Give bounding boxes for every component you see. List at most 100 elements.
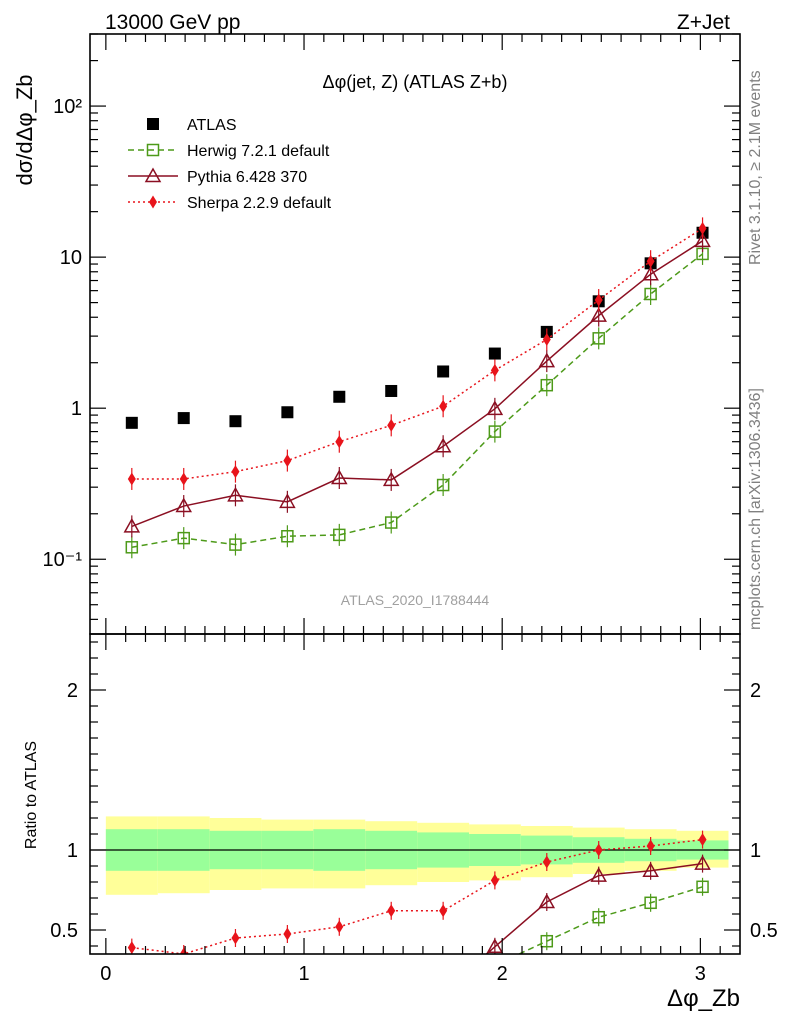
main-y-tick-label: 10⁻¹ (43, 549, 83, 571)
sherpa-point (594, 293, 603, 307)
ratio-y-tick-label: 0.5 (50, 920, 78, 942)
pythia-point (590, 307, 607, 322)
herwig-point (229, 538, 242, 551)
atlas-point (488, 347, 501, 360)
ratio-herwig-point (540, 934, 554, 948)
ratio-sherpa-point (283, 927, 292, 941)
ratio-sherpa-point (387, 904, 396, 918)
x-tick-label: 1 (298, 963, 309, 985)
sherpa-point (698, 221, 707, 235)
pythia-line (131, 240, 703, 528)
legend-label-herwig: Herwig 7.2.1 default (187, 143, 330, 160)
legend-marker-sherpa (149, 195, 157, 209)
atlas-point (437, 365, 450, 378)
legend-label-pythia: Pythia 6.428 370 (187, 169, 307, 186)
atlas-point (229, 415, 242, 428)
ratio-pythia-point (694, 855, 711, 870)
ratio-y-tick-label-right: 2 (750, 680, 761, 702)
mcplots-label: mcplots.cern.ch [arXiv:1306.3436] (747, 388, 764, 630)
pythia-point (694, 232, 711, 248)
ratio-herwig-point (644, 896, 657, 910)
sherpa-point (283, 454, 292, 468)
ratio-frame (89, 633, 741, 955)
sherpa-point (335, 435, 344, 449)
pythia-point (279, 493, 296, 509)
pythia-point (642, 265, 659, 281)
sherpa-point (490, 363, 499, 377)
sherpa-point (439, 399, 448, 413)
pythia-point (538, 352, 556, 368)
ratio-sherpa-line (131, 838, 703, 954)
x-tick-label: 0 (100, 963, 111, 985)
pythia-point (382, 471, 400, 487)
pythia-point (434, 437, 452, 453)
pythia-point (227, 486, 244, 502)
atlas-point (281, 406, 294, 419)
legend-label-sherpa: Sherpa 2.2.9 default (187, 195, 332, 212)
pythia-point (331, 469, 348, 485)
ratio-y-tick-label: 1 (67, 840, 78, 862)
ratio-sherpa-point (542, 855, 551, 869)
ratio-sherpa-point (594, 843, 603, 857)
analysis-watermark: ATLAS_2020_I1788444 (341, 592, 490, 608)
atlas-point (125, 416, 138, 429)
ratio-herwig-point (696, 880, 709, 894)
ratio-pythia-point (486, 938, 504, 954)
ratio-herwig-line (518, 886, 703, 954)
herwig-point (436, 478, 450, 492)
atlas-point (385, 384, 398, 397)
x-axis-label: Δφ_Zb (667, 985, 740, 1012)
ratio-pythia-point (642, 862, 659, 878)
sherpa-point (127, 472, 136, 486)
herwig-point (644, 287, 657, 301)
ratio-y-tick-label: 2 (67, 680, 78, 702)
herwig-point (488, 425, 502, 438)
ratio-sherpa-point (439, 904, 448, 918)
main-axis-ticks: 10⁻¹ 1 10 10² (43, 33, 740, 634)
uncertainty-bands (105, 816, 729, 895)
ratio-sherpa-point (335, 920, 344, 934)
ratio-y-axis-label: Ratio to ATLAS (23, 741, 40, 849)
herwig-point (125, 541, 139, 554)
pythia-point (486, 400, 504, 416)
ratio-panel: 0.5 0.5 1 1 2 2 0 1 2 3 Ratio to ATLAS Δφ_Zb (23, 633, 778, 1012)
sherpa-point (646, 254, 655, 268)
main-y-axis-label: dσ/dΔφ_Zb (12, 74, 37, 185)
sherpa-point (542, 332, 551, 346)
herwig-point (384, 516, 398, 529)
sherpa-point (231, 465, 240, 479)
herwig-point (540, 378, 554, 392)
ratio-sherpa-point (646, 839, 655, 853)
sherpa-point (387, 418, 396, 432)
legend-marker-herwig (146, 143, 160, 157)
sherpa-point (179, 472, 188, 486)
process-label: Z+Jet (677, 11, 730, 34)
ratio-pythia-point (538, 893, 556, 909)
sherpa-line (131, 227, 703, 480)
ratio-y-tick-label-right: 0.5 (750, 920, 778, 942)
ratio-sherpa-point (231, 931, 240, 945)
herwig-point (177, 531, 190, 545)
ratio-axis-ticks: 0.5 0.5 1 1 2 2 0 1 2 3 (50, 634, 778, 985)
ratio-sherpa-point (127, 941, 136, 954)
pythia-point (123, 517, 141, 533)
legend-label-atlas: ATLAS (187, 117, 237, 134)
x-tick-label: 3 (695, 963, 706, 985)
main-panel: 10⁻¹ 1 10 10² Δφ(jet, Z) (ATLAS Z+b) ATLAS_… (12, 33, 741, 635)
ratio-sherpa-point (179, 947, 188, 954)
ratio-sherpa-point (490, 873, 499, 887)
ratio-sherpa-point (698, 833, 707, 847)
ratio-series-layer (127, 830, 711, 954)
legend-marker-atlas (147, 118, 159, 130)
main-title: Δφ(jet, Z) (ATLAS Z+b) (323, 72, 508, 92)
ratio-y-tick-label-right: 1 (750, 840, 761, 862)
ratio-pythia-line (486, 862, 703, 954)
ratio-herwig-point (592, 910, 605, 924)
pythia-point (175, 497, 193, 513)
herwig-point (333, 528, 346, 542)
ratio-pythia-point (590, 867, 607, 882)
legend-marker-pythia (144, 167, 162, 183)
energy-label: 13000 GeV pp (105, 11, 240, 34)
herwig-line (131, 253, 704, 549)
atlas-point (177, 412, 190, 425)
